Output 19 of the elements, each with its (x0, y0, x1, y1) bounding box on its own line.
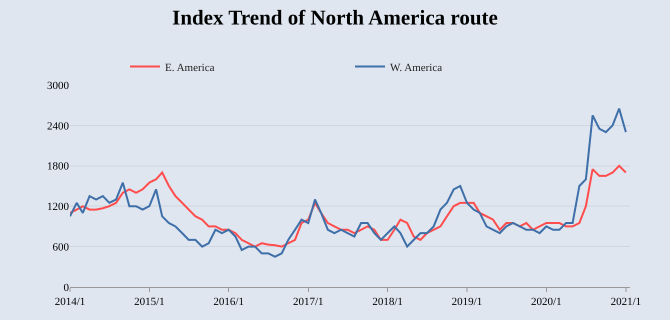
y-tick-label: 1200 (47, 201, 70, 214)
y-tick-label: 600 (52, 241, 70, 254)
y-tick-label: 1800 (47, 160, 70, 173)
legend-label: W. America (390, 62, 442, 74)
y-tick-label: 3000 (47, 80, 70, 92)
x-tick-label: 2016/1 (213, 296, 244, 308)
chart-title: Index Trend of North America route (172, 5, 498, 30)
x-tick-label: 2014/1 (54, 296, 86, 308)
x-tick-label: 2020/1 (531, 296, 562, 308)
legend-label: E. America (165, 62, 215, 74)
x-tick-label: 2019/1 (452, 296, 482, 308)
x-tick-label: 2015/1 (134, 296, 165, 308)
line-series (70, 108, 627, 258)
x-tick-label: 2021/1 (610, 296, 642, 308)
x-tick-label: 2018/1 (372, 296, 403, 308)
y-tick-label: 0 (64, 282, 70, 294)
y-tick-label: 2400 (47, 120, 70, 132)
line-series (70, 164, 627, 248)
x-tick-label: 2017/1 (292, 296, 324, 308)
